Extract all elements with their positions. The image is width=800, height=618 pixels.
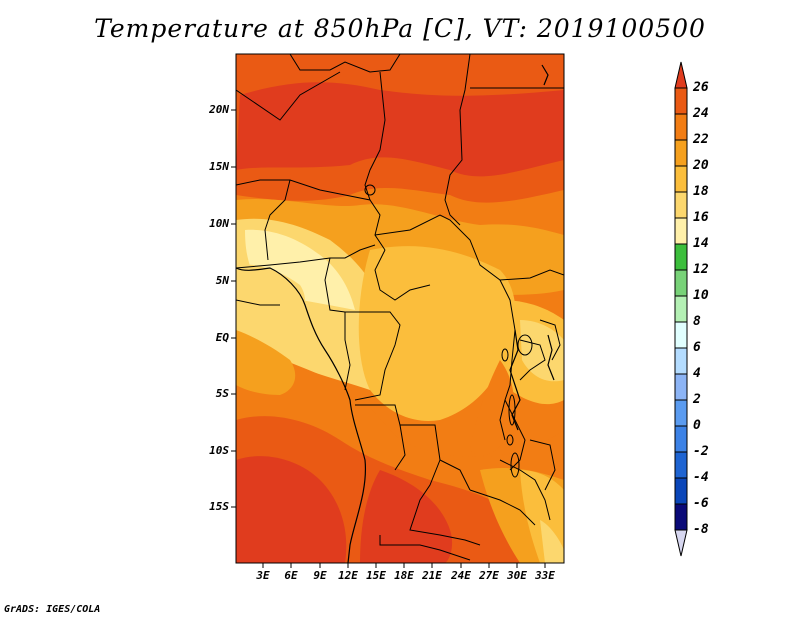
lon-label-3e: 3E [256, 569, 270, 582]
colorbar-label-22: 22 [693, 132, 709, 147]
lat-label-10n: 10N [209, 217, 229, 230]
colorbar-label-24: 24 [693, 106, 709, 121]
lon-label-30e: 30E [507, 569, 527, 582]
colorbar-segment [674, 321, 688, 349]
colorbar-label-16: 16 [693, 210, 709, 225]
colorbar-label-neg2: -2 [693, 444, 709, 459]
colorbar-label-20: 20 [693, 158, 709, 173]
colorbar-segment [674, 503, 688, 531]
colorbar-label-18: 18 [693, 184, 709, 199]
colorbar-label-neg4: -4 [693, 470, 709, 485]
colorbar-label-6: 6 [693, 340, 701, 355]
colorbar-label-neg8: -8 [693, 522, 709, 537]
colorbar-label-0: 0 [693, 418, 701, 433]
country-borders [236, 54, 564, 561]
lon-label-21e: 21E [422, 569, 442, 582]
lon-label-12e: 12E [338, 569, 358, 582]
coastline [236, 64, 555, 563]
colorbar-segment [674, 165, 688, 193]
colorbar-segment [674, 295, 688, 323]
lon-label-15e: 15E [366, 569, 386, 582]
lat-label-5s: 5S [215, 387, 229, 400]
colorbar-top-arrow [674, 61, 688, 89]
colorbar-label-2: 2 [693, 392, 701, 407]
lon-label-9e: 9E [313, 569, 327, 582]
latitude-ticks [231, 109, 236, 508]
colorbar-label-neg6: -6 [693, 496, 709, 511]
colorbar-segment [674, 347, 688, 375]
colorbar-label-8: 8 [693, 314, 701, 329]
lon-label-6e: 6E [284, 569, 298, 582]
temperature-field [236, 54, 564, 563]
lat-label-10s: 10S [209, 444, 229, 457]
lat-label-20n: 20N [209, 103, 229, 116]
colorbar-segment [674, 243, 688, 271]
colorbar-label-14: 14 [693, 236, 709, 251]
colorbar-bottom-arrow [674, 529, 688, 557]
lon-label-24e: 24E [451, 569, 471, 582]
colorbar-segment [674, 477, 688, 505]
colorbar-segment [674, 191, 688, 219]
colorbar-segment [674, 451, 688, 479]
map-title: Temperature at 850hPa [C], VT: 201910050… [94, 14, 706, 43]
colorbar-segment [674, 87, 688, 115]
lat-label-15n: 15N [209, 160, 229, 173]
lon-label-33e: 33E [535, 569, 555, 582]
colorbar-label-12: 12 [693, 262, 709, 277]
colorbar-segment [674, 269, 688, 297]
colorbar-segment [674, 425, 688, 453]
lat-label-5n: 5N [215, 274, 229, 287]
colorbar-segment [674, 217, 688, 245]
longitude-ticks [262, 563, 546, 568]
lakes [364, 184, 533, 478]
footer-credit: GrADS: IGES/COLA [4, 604, 101, 615]
colorbar-segment [674, 373, 688, 401]
colorbar-segment [674, 113, 688, 141]
lat-label-15s: 15S [209, 500, 229, 513]
colorbar-label-4: 4 [693, 366, 701, 381]
colorbar-label-26: 26 [693, 80, 709, 95]
colorbar-label-10: 10 [693, 288, 709, 303]
colorbar-segment [674, 139, 688, 167]
lon-label-27e: 27E [479, 569, 499, 582]
colorbar-segment [674, 399, 688, 427]
map-frame [235, 53, 565, 564]
lon-label-18e: 18E [394, 569, 414, 582]
lat-label-eq: EQ [215, 331, 229, 344]
